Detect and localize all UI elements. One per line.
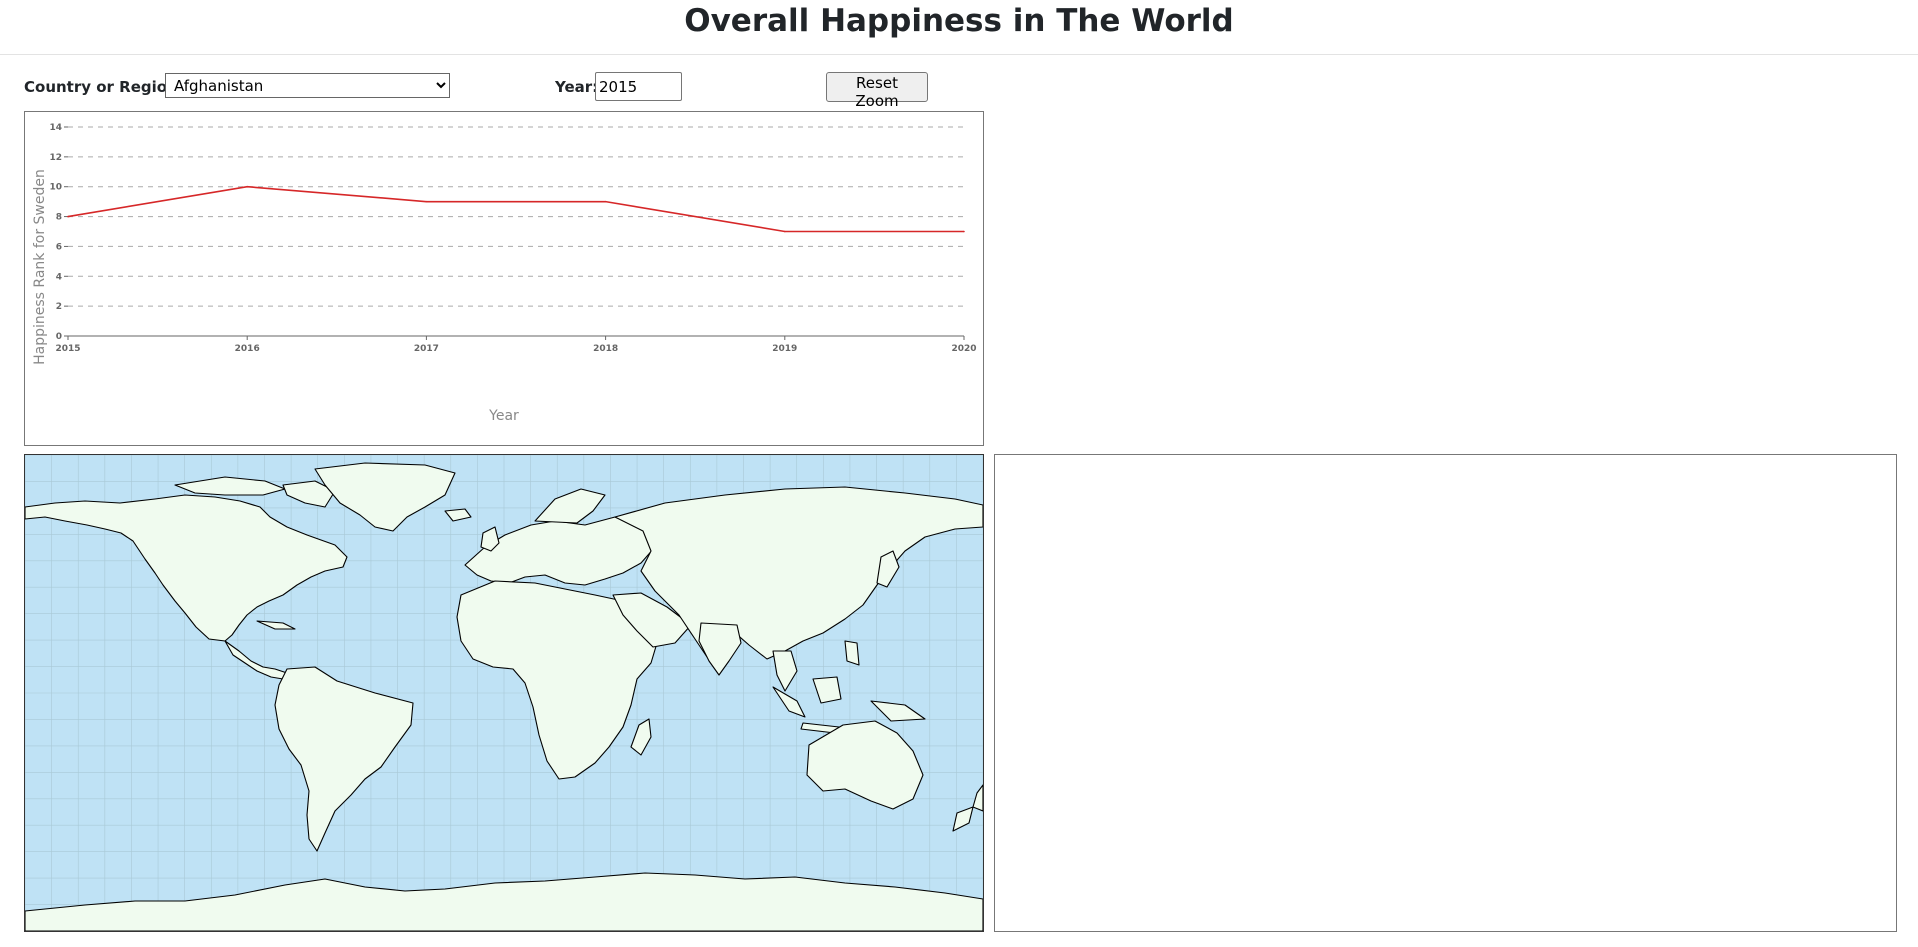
y-tick-label: 12 bbox=[49, 153, 62, 163]
x-tick-label: 2018 bbox=[593, 344, 618, 354]
y-tick-label: 0 bbox=[56, 332, 62, 342]
series-layer bbox=[67, 185, 965, 233]
data-point bbox=[246, 185, 248, 188]
greenland[interactable] bbox=[314, 462, 456, 532]
axes: 0 2 4 6 8 10 12 14 2015 2016 2017 2018 2019 2020 bbox=[49, 123, 976, 354]
x-tick-label: 2020 bbox=[951, 344, 976, 354]
baffin-island[interactable] bbox=[282, 480, 336, 508]
y-axis-title: Happiness Rank for Sweden bbox=[32, 169, 48, 365]
asia[interactable] bbox=[614, 486, 983, 660]
series-line bbox=[67, 185, 964, 233]
madagascar[interactable] bbox=[630, 718, 652, 756]
year-label: Year: bbox=[555, 78, 599, 96]
page-title: Overall Happiness in The World bbox=[684, 3, 1234, 39]
x-axis-title: Year bbox=[488, 408, 519, 424]
data-point bbox=[425, 200, 428, 203]
x-tick-label: 2017 bbox=[414, 344, 439, 354]
indonesia-sumatra[interactable] bbox=[772, 686, 806, 718]
data-point bbox=[67, 215, 69, 218]
y-tick-label: 14 bbox=[49, 123, 62, 133]
data-point bbox=[784, 230, 786, 233]
caribbean-cuba[interactable] bbox=[256, 620, 296, 630]
x-tick-label: 2015 bbox=[55, 344, 80, 354]
data-point bbox=[604, 200, 607, 203]
reset-zoom-button[interactable]: Reset Zoom bbox=[826, 72, 928, 110]
y-tick-label: 6 bbox=[56, 242, 62, 252]
x-tick-label: 2016 bbox=[235, 344, 260, 354]
new-guinea[interactable] bbox=[870, 700, 926, 722]
page-header: Overall Happiness in The World bbox=[0, 0, 1918, 55]
controls-bar: Country or Region: Afghanistan Year: Res… bbox=[0, 70, 1000, 110]
philippines[interactable] bbox=[844, 640, 860, 666]
southeast-asia-peninsula[interactable] bbox=[772, 650, 798, 692]
canada-arctic-islands[interactable] bbox=[174, 476, 286, 496]
africa[interactable] bbox=[456, 580, 658, 780]
country-label: Country or Region: bbox=[24, 78, 184, 96]
y-tick-label: 10 bbox=[49, 183, 62, 193]
north-america-land[interactable] bbox=[25, 494, 348, 642]
australia[interactable] bbox=[806, 720, 924, 810]
united-kingdom[interactable] bbox=[480, 526, 500, 552]
country-detail-panel bbox=[994, 454, 1897, 932]
scandinavia[interactable] bbox=[534, 488, 606, 524]
arabian-peninsula[interactable] bbox=[612, 592, 692, 648]
map-land[interactable] bbox=[25, 462, 983, 931]
iceland[interactable] bbox=[444, 508, 472, 522]
indian-subcontinent[interactable] bbox=[698, 622, 742, 676]
new-zealand-north[interactable] bbox=[972, 784, 983, 812]
new-zealand-south[interactable] bbox=[952, 806, 974, 832]
y-tick-label: 8 bbox=[56, 213, 62, 223]
japan[interactable] bbox=[876, 550, 900, 588]
indonesia-borneo[interactable] bbox=[812, 676, 842, 704]
happiness-rank-line-chart: 0 2 4 6 8 10 12 14 2015 2016 2017 2018 2019 2020 Year… bbox=[32, 123, 977, 424]
y-tick-label: 2 bbox=[56, 302, 62, 312]
x-tick-label: 2019 bbox=[772, 344, 797, 354]
line-chart-panel: 0 2 4 6 8 10 12 14 2015 2016 2017 2018 2019 2020 Year… bbox=[24, 111, 984, 446]
data-point bbox=[963, 230, 965, 233]
world-map[interactable] bbox=[25, 455, 983, 931]
country-select[interactable]: Afghanistan bbox=[165, 73, 450, 98]
antarctica[interactable] bbox=[25, 872, 983, 931]
south-america[interactable] bbox=[274, 666, 414, 852]
year-input[interactable] bbox=[595, 72, 682, 101]
world-map-panel[interactable] bbox=[24, 454, 984, 932]
y-tick-label: 4 bbox=[56, 272, 62, 282]
